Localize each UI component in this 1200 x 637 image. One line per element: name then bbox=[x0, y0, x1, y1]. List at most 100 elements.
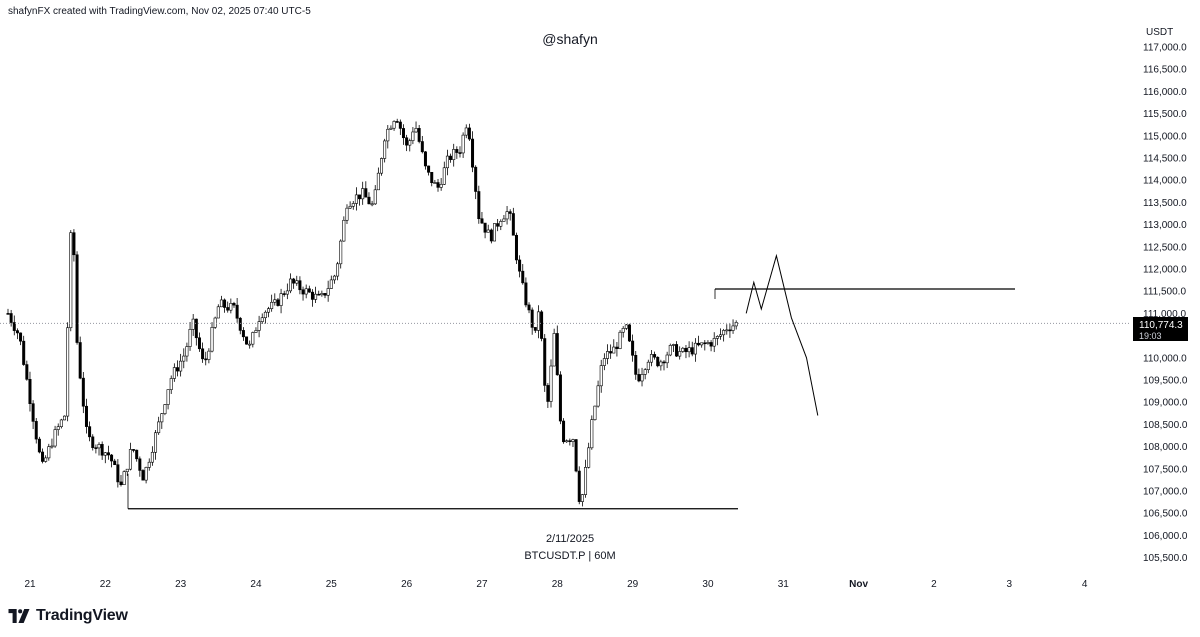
candle-body bbox=[436, 182, 440, 188]
candle-body bbox=[587, 447, 591, 468]
price-tick-label: 108,500.0 bbox=[1143, 420, 1188, 431]
price-tick-label: 111,000.0 bbox=[1143, 309, 1186, 320]
horizontal-levels bbox=[127, 288, 1015, 510]
candle-body bbox=[618, 331, 622, 349]
candle-body bbox=[574, 439, 578, 472]
candle-body bbox=[194, 318, 198, 339]
candle-body bbox=[273, 299, 277, 303]
candle-body bbox=[383, 140, 387, 159]
candle-body bbox=[709, 342, 713, 347]
time-tick-label: 26 bbox=[401, 579, 413, 590]
candle-body bbox=[474, 166, 478, 192]
candle-body bbox=[624, 324, 628, 329]
countdown-value: 19:03 bbox=[1139, 331, 1162, 341]
candle-body bbox=[282, 293, 286, 295]
candle-body bbox=[496, 223, 500, 227]
price-tick-label: 117,000.0 bbox=[1143, 43, 1187, 54]
candle-body bbox=[91, 436, 95, 448]
candle-body bbox=[590, 419, 594, 449]
candle-body bbox=[725, 329, 729, 332]
price-tick-label: 109,500.0 bbox=[1143, 376, 1188, 387]
candle-body bbox=[169, 378, 173, 390]
candle-body bbox=[627, 324, 631, 342]
candle-body bbox=[398, 121, 402, 129]
candle-body bbox=[376, 172, 380, 191]
candle-body bbox=[411, 131, 415, 141]
price-tick-label: 115,500.0 bbox=[1143, 109, 1187, 120]
price-tick-label: 108,000.0 bbox=[1143, 442, 1188, 453]
candle-body bbox=[69, 232, 73, 329]
candle-body bbox=[499, 221, 503, 227]
candle-body bbox=[207, 350, 211, 360]
candle-body bbox=[154, 432, 158, 453]
candle-body bbox=[267, 308, 271, 313]
time-tick-label: 4 bbox=[1082, 579, 1088, 590]
candle-body bbox=[505, 211, 509, 220]
time-tick-label: 30 bbox=[702, 579, 714, 590]
candle-body bbox=[518, 259, 522, 272]
candle-body bbox=[263, 311, 267, 319]
candle-body bbox=[226, 307, 230, 311]
candle-body bbox=[188, 329, 192, 347]
candle-body bbox=[467, 127, 471, 140]
price-tick-label: 107,000.0 bbox=[1143, 487, 1188, 498]
candle-body bbox=[649, 354, 653, 363]
candle-body bbox=[718, 334, 722, 337]
candle-body bbox=[715, 336, 719, 339]
candle-body bbox=[442, 167, 446, 185]
tradingview-logo-text: TradingView bbox=[36, 607, 128, 624]
candle-body bbox=[213, 317, 217, 328]
candle-body bbox=[433, 182, 437, 184]
price-tick-label: 105,500.0 bbox=[1143, 553, 1188, 564]
price-tick-label: 107,500.0 bbox=[1143, 464, 1188, 475]
candle-body bbox=[44, 457, 48, 462]
candle-body bbox=[706, 342, 710, 344]
candle-body bbox=[84, 405, 88, 427]
candle-body bbox=[31, 403, 35, 422]
candle-body bbox=[593, 405, 597, 420]
candle-body bbox=[232, 303, 236, 306]
candle-body bbox=[690, 347, 694, 355]
candle-body bbox=[555, 333, 559, 376]
candle-body bbox=[734, 322, 738, 327]
candle-body bbox=[276, 299, 280, 306]
candle-body bbox=[94, 447, 98, 449]
tradingview-logo[interactable]: TradingView bbox=[8, 607, 128, 625]
candle-body bbox=[656, 356, 660, 367]
candle-body bbox=[527, 304, 531, 311]
candle-body bbox=[364, 188, 368, 198]
candle-body bbox=[483, 222, 487, 233]
candle-body bbox=[292, 278, 296, 284]
candle-body bbox=[458, 152, 462, 154]
candle-body bbox=[609, 351, 613, 354]
candle-body bbox=[502, 218, 506, 222]
candle-body bbox=[339, 240, 343, 265]
candle-body bbox=[540, 311, 544, 339]
candle-body bbox=[345, 207, 349, 221]
candle-body bbox=[301, 289, 305, 295]
candle-body bbox=[342, 219, 346, 242]
candle-body bbox=[182, 355, 186, 362]
time-axis: 21 22 23 24 25 26 27 28 29 30 31 Nov 2 3 4 bbox=[24, 579, 1087, 590]
candle-body bbox=[128, 449, 132, 470]
price-tick-label: 106,500.0 bbox=[1143, 509, 1188, 520]
candle-body bbox=[172, 367, 176, 379]
candle-body bbox=[53, 429, 57, 447]
candle-body bbox=[408, 140, 412, 146]
candle-body bbox=[179, 360, 183, 372]
candle-body bbox=[392, 121, 396, 129]
candle-body bbox=[417, 128, 421, 142]
candle-body bbox=[47, 446, 51, 459]
candle-body bbox=[731, 325, 735, 331]
candle-body bbox=[75, 254, 79, 343]
author-watermark: @shafyn bbox=[542, 31, 598, 47]
candle-body bbox=[317, 293, 321, 296]
candle-body bbox=[354, 194, 358, 204]
price-tick-label: 106,000.0 bbox=[1143, 531, 1188, 542]
candle-body bbox=[270, 301, 274, 309]
candle-body bbox=[103, 452, 107, 456]
candle-body bbox=[514, 234, 518, 261]
candle-body bbox=[295, 280, 299, 284]
candle-body bbox=[62, 415, 66, 421]
